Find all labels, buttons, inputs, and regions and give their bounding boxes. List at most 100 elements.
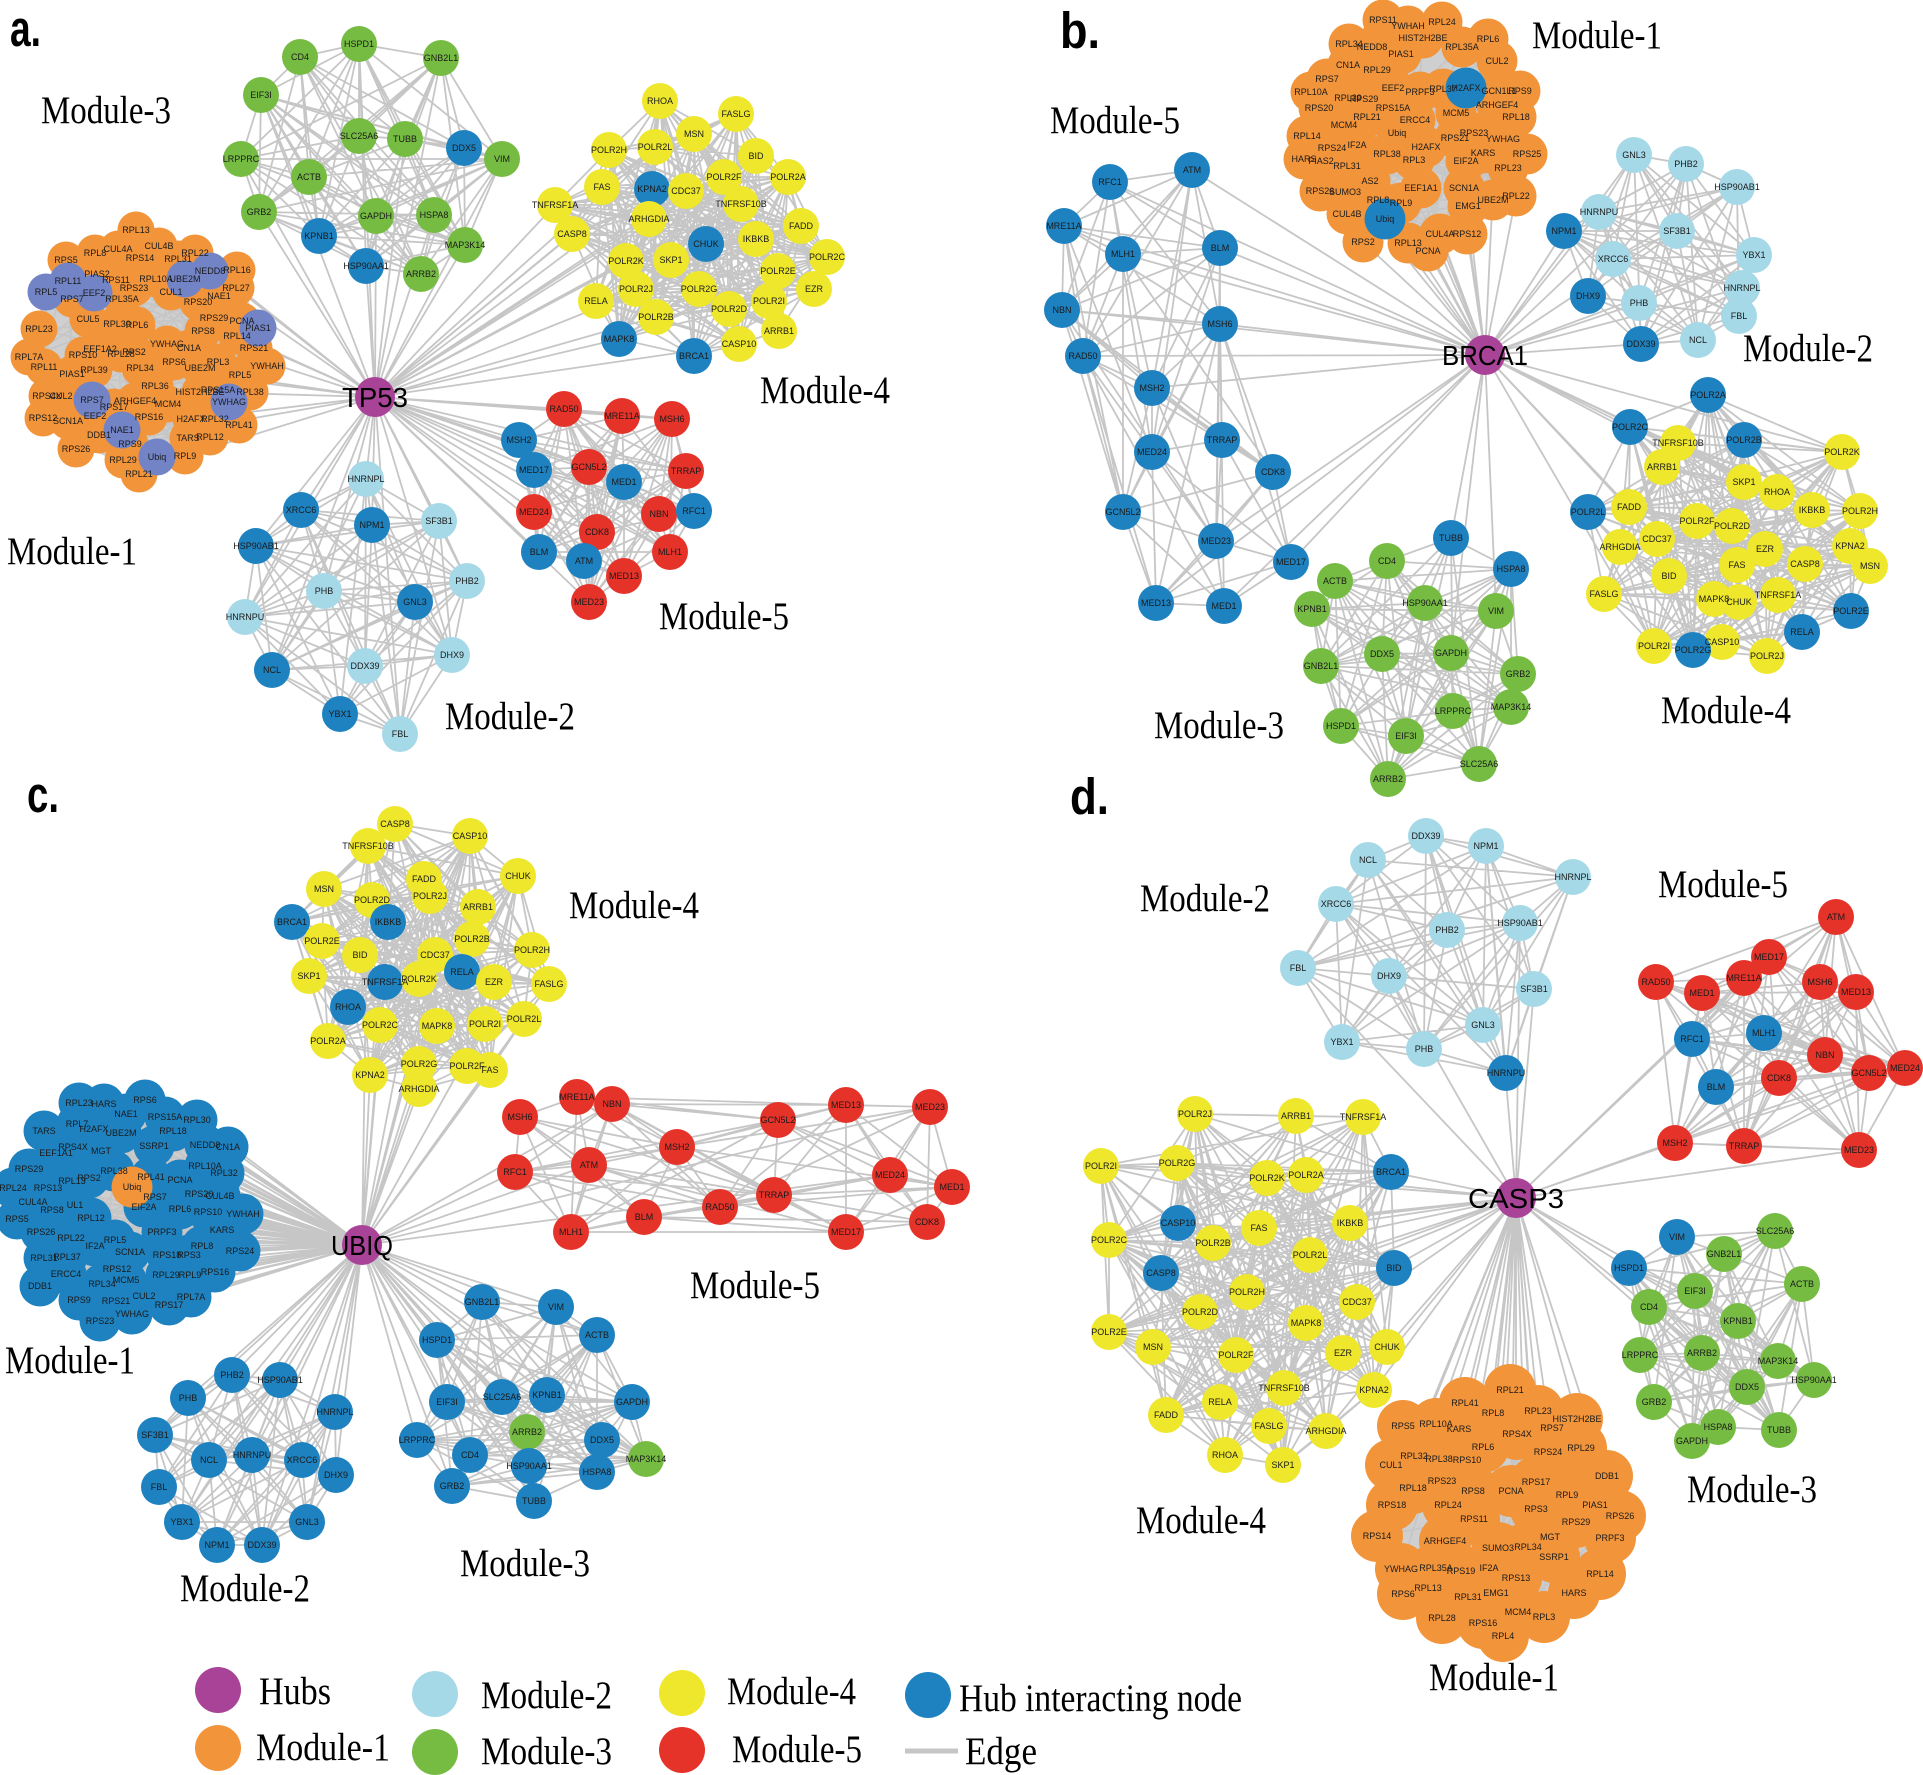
svg-text:RPL38: RPL38 — [236, 387, 264, 397]
svg-text:POLR2B: POLR2B — [1195, 1238, 1231, 1248]
svg-text:XRCC6: XRCC6 — [286, 505, 317, 515]
svg-text:RPS8: RPS8 — [191, 326, 215, 336]
svg-text:NAE1: NAE1 — [207, 291, 231, 301]
svg-text:TNFRSF10B: TNFRSF10B — [715, 199, 767, 209]
svg-text:CUL1: CUL1 — [1379, 1460, 1402, 1470]
svg-text:ARRB2: ARRB2 — [1373, 774, 1403, 784]
svg-text:RPL11: RPL11 — [55, 276, 82, 286]
svg-text:RPL10A: RPL10A — [1294, 87, 1328, 97]
svg-text:POLR2L: POLR2L — [1571, 507, 1606, 517]
svg-text:Module-2: Module-2 — [180, 1566, 310, 1610]
svg-text:Module-4: Module-4 — [760, 368, 890, 412]
svg-text:MLH1: MLH1 — [559, 1227, 583, 1237]
svg-text:HSP90AB1: HSP90AB1 — [233, 541, 279, 551]
svg-text:RPL6: RPL6 — [169, 1204, 192, 1214]
svg-text:a.: a. — [10, 0, 41, 57]
svg-text:HNRNPU: HNRNPU — [1580, 207, 1619, 217]
svg-text:PHB2: PHB2 — [1435, 925, 1459, 935]
svg-text:RPS29: RPS29 — [200, 313, 229, 323]
svg-text:ARHGDIA: ARHGDIA — [1599, 542, 1640, 552]
svg-text:GCN5L2: GCN5L2 — [760, 1115, 795, 1125]
svg-text:RPL9: RPL9 — [179, 1270, 202, 1280]
svg-text:PIAS2: PIAS2 — [1308, 156, 1334, 166]
svg-text:RPL31: RPL31 — [30, 1253, 58, 1263]
svg-text:RPL4: RPL4 — [1492, 1631, 1515, 1641]
svg-text:RPS21: RPS21 — [1441, 133, 1470, 143]
svg-text:SKP1: SKP1 — [1271, 1460, 1294, 1470]
svg-text:RPL14: RPL14 — [223, 331, 251, 341]
svg-text:FAS: FAS — [593, 182, 610, 192]
svg-text:RFC1: RFC1 — [682, 506, 706, 516]
svg-text:HNRNPL: HNRNPL — [1554, 872, 1591, 882]
svg-text:RPL34: RPL34 — [88, 1279, 116, 1289]
svg-text:HNRNPL: HNRNPL — [316, 1407, 353, 1417]
svg-text:EIF3I: EIF3I — [1395, 731, 1417, 741]
svg-text:RHOA: RHOA — [1764, 487, 1790, 497]
svg-text:BLM: BLM — [1211, 243, 1230, 253]
svg-text:MGT: MGT — [91, 1146, 111, 1156]
svg-text:RPL30: RPL30 — [183, 1115, 211, 1125]
svg-text:MGT: MGT — [1540, 1532, 1560, 1542]
svg-text:TUBB: TUBB — [393, 134, 417, 144]
svg-text:YWHAG: YWHAG — [1486, 134, 1520, 144]
svg-text:CDC37: CDC37 — [671, 186, 701, 196]
svg-text:POLR2E: POLR2E — [760, 266, 796, 276]
svg-text:MCM4: MCM4 — [1331, 120, 1358, 130]
svg-text:Module-3: Module-3 — [481, 1730, 612, 1773]
svg-text:RPS5: RPS5 — [54, 255, 78, 265]
svg-text:CASP8: CASP8 — [1790, 559, 1820, 569]
svg-text:PHB: PHB — [315, 586, 334, 596]
svg-text:RPS9: RPS9 — [1508, 86, 1532, 96]
svg-text:MSN: MSN — [684, 129, 704, 139]
svg-text:RPS9: RPS9 — [67, 1295, 91, 1305]
svg-text:YWHAG: YWHAG — [1384, 1564, 1418, 1574]
svg-text:ACTB: ACTB — [585, 1330, 609, 1340]
svg-text:RPS2: RPS2 — [1351, 237, 1375, 247]
svg-text:RPL8: RPL8 — [84, 248, 107, 258]
svg-text:PCNA: PCNA — [1415, 246, 1440, 256]
svg-text:RPS11: RPS11 — [102, 275, 130, 285]
svg-text:RPS12: RPS12 — [29, 413, 58, 423]
svg-text:PHB: PHB — [1415, 1044, 1434, 1054]
svg-text:FBL: FBL — [1731, 311, 1748, 321]
svg-text:ARHGDIA: ARHGDIA — [628, 214, 669, 224]
svg-text:SLC25A6: SLC25A6 — [1460, 759, 1499, 769]
svg-text:Module-4: Module-4 — [569, 883, 699, 927]
svg-text:RPS24: RPS24 — [226, 1246, 255, 1256]
svg-text:MAPK8: MAPK8 — [1699, 594, 1730, 604]
svg-text:POLR2C: POLR2C — [1091, 1235, 1128, 1245]
svg-text:POLR2D: POLR2D — [1714, 521, 1751, 531]
svg-text:HIST2H2BE: HIST2H2BE — [1398, 33, 1447, 43]
svg-text:RPL28: RPL28 — [107, 349, 135, 359]
svg-text:RPS23: RPS23 — [1460, 128, 1489, 138]
svg-text:KPNB1: KPNB1 — [304, 231, 334, 241]
svg-text:GNL3: GNL3 — [1622, 150, 1646, 160]
svg-text:EEF1A2: EEF1A2 — [83, 344, 117, 354]
svg-text:RPS26: RPS26 — [27, 1227, 56, 1237]
svg-text:RPS12: RPS12 — [103, 1264, 132, 1274]
svg-text:EMG1: EMG1 — [1483, 1588, 1509, 1598]
svg-text:LRPPRC: LRPPRC — [223, 154, 260, 164]
svg-text:EEF1A1: EEF1A1 — [39, 1148, 73, 1158]
svg-text:POLR2J: POLR2J — [1178, 1109, 1212, 1119]
svg-text:MED23: MED23 — [574, 597, 604, 607]
svg-text:RPS2: RPS2 — [122, 347, 146, 357]
svg-text:CDC37: CDC37 — [420, 950, 450, 960]
svg-text:RPS13: RPS13 — [34, 1183, 63, 1193]
svg-text:KARS: KARS — [210, 1225, 235, 1235]
svg-text:YBX1: YBX1 — [328, 709, 351, 719]
svg-text:Module-4: Module-4 — [1136, 1498, 1266, 1542]
svg-text:ATM: ATM — [575, 556, 593, 566]
svg-text:SKP1: SKP1 — [1732, 477, 1755, 487]
svg-text:ACTB: ACTB — [297, 172, 321, 182]
svg-text:CASP10: CASP10 — [1161, 1218, 1196, 1228]
svg-text:HSPA8: HSPA8 — [420, 210, 449, 220]
svg-text:RPL35A: RPL35A — [105, 294, 139, 304]
svg-text:NBN: NBN — [649, 509, 668, 519]
svg-text:PRPF3: PRPF3 — [1405, 87, 1434, 97]
svg-text:DDX5: DDX5 — [590, 1435, 614, 1445]
svg-text:RPS12: RPS12 — [1453, 229, 1482, 239]
svg-text:MSH6: MSH6 — [507, 1112, 532, 1122]
svg-text:CUL4B: CUL4B — [205, 1191, 234, 1201]
svg-text:NBN: NBN — [1052, 305, 1071, 315]
